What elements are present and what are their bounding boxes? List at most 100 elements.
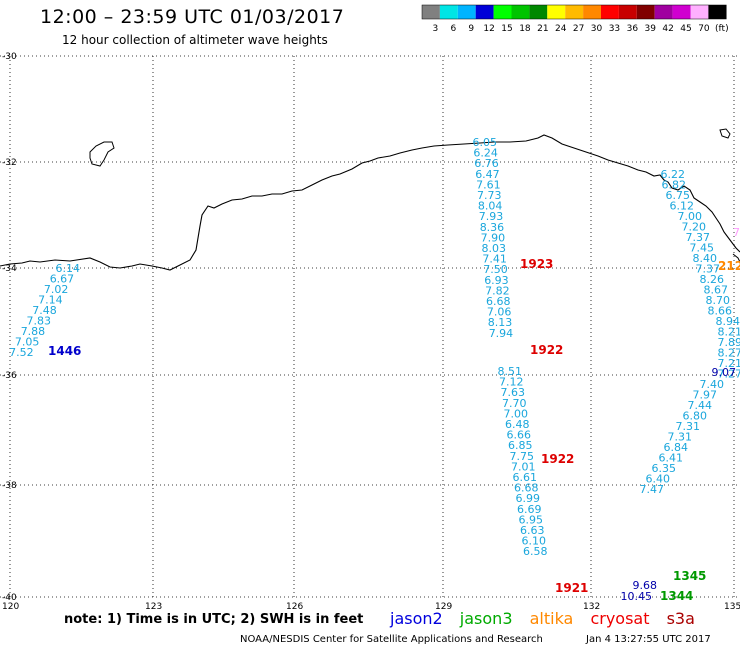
- colorbar-label: 33: [609, 24, 620, 34]
- colorbar-swatch: [690, 5, 709, 19]
- wave-height-value: 6.82: [662, 179, 687, 192]
- wave-height-value: 7.05: [15, 336, 40, 349]
- wave-height-value: 8.03: [482, 242, 507, 255]
- wave-height-value: 6.76: [474, 157, 499, 170]
- wave-height-value: 7.88: [21, 325, 46, 338]
- track-time-label: 212: [718, 259, 740, 273]
- colorbar-swatch: [422, 5, 440, 19]
- colorbar-label: 24: [555, 24, 567, 34]
- lon-tick-label: 120: [2, 602, 19, 610]
- wave-height-value: 7.37: [696, 263, 721, 276]
- colorbar-label: 36: [627, 24, 639, 34]
- wave-height-value: 6.12: [670, 200, 695, 213]
- wave-height-value: 7.02: [44, 283, 69, 296]
- map-title: 12:00 – 23:59 UTC 01/03/2017: [40, 6, 345, 28]
- wave-height-value: 7.61: [476, 178, 501, 191]
- wave-height-value: 7.00: [678, 210, 703, 223]
- lon-tick-label: 126: [286, 602, 303, 610]
- track-time-label: 1922: [530, 343, 563, 357]
- wave-height-value: 7.20: [682, 221, 707, 234]
- wave-height-value: 6.99: [516, 492, 541, 505]
- wave-height-value: 10.45: [621, 590, 653, 603]
- wave-height-value: 7.31: [668, 431, 693, 444]
- wave-height-value: 6.05: [473, 136, 498, 149]
- colorbar-label: 70: [698, 24, 710, 34]
- wave-height-value: 6.48: [505, 418, 530, 431]
- wave-height-value: 7.40: [700, 378, 725, 391]
- colorbar-label: 45: [680, 24, 691, 34]
- wave-height-value: 8.70: [706, 294, 731, 307]
- wave-height-value: 7.01: [511, 460, 536, 473]
- wave-height-value: 7.94: [489, 327, 514, 340]
- wave-height-value: 8.36: [480, 221, 505, 234]
- wave-height-value: 6.24: [473, 147, 498, 160]
- island-kangaroo: [89, 141, 115, 167]
- lat-tick-label: -40: [2, 593, 17, 603]
- wave-height-value: 7.27: [718, 368, 740, 381]
- wave-height-value: 8.66: [708, 305, 733, 318]
- colorbar-label: 30: [591, 24, 603, 34]
- coastline: [0, 134, 740, 271]
- legend-altika: altika: [529, 609, 574, 628]
- wave-height-value: 6.93: [484, 274, 509, 287]
- wave-height-value: 7.83: [27, 315, 52, 328]
- wave-height-value: 7: [733, 226, 740, 239]
- colorbar-swatch: [439, 5, 458, 19]
- wave-height-value: 7.21: [718, 357, 740, 370]
- colorbar-swatch: [601, 5, 619, 19]
- colorbar-swatch: [511, 5, 530, 19]
- colorbar-label: 42: [662, 24, 673, 34]
- wave-height-value: 7.89: [718, 336, 740, 349]
- colorbar-swatch: [654, 5, 673, 19]
- wave-height-value: 7.06: [487, 306, 512, 319]
- colorbar-swatch: [529, 5, 548, 19]
- colorbar-swatch: [493, 5, 512, 19]
- wave-height-value: 7.63: [501, 386, 526, 399]
- wave-height-value: 8.27: [718, 347, 740, 360]
- wave-height-value: 7.00: [504, 407, 529, 420]
- wave-height-value: 8.13: [488, 316, 513, 329]
- colorbar-swatch: [672, 5, 691, 19]
- credit-line: NOAA/NESDIS Center for Satellite Applica…: [240, 634, 543, 645]
- wave-height-colorbar: 3 6 9 12 15 18 21 24 27 30 33 36 39 42 45 70 (ft): [421, 4, 729, 34]
- colorbar-swatch: [457, 5, 476, 19]
- track-time-label: 1923: [520, 257, 553, 271]
- lat-tick-label: -34: [2, 264, 17, 274]
- wave-height-value: 7.45: [690, 242, 715, 255]
- wave-height-value: 6.69: [517, 503, 542, 516]
- colorbar-label: 9: [468, 24, 474, 34]
- wave-height-value: 6.63: [520, 524, 545, 537]
- wave-height-value: 6.14: [56, 262, 81, 275]
- wave-height-value: 6.67: [50, 273, 75, 286]
- lon-tick-label: 135: [724, 602, 740, 610]
- map-subtitle: 12 hour collection of altimeter wave hei…: [62, 33, 328, 47]
- colorbar-frame: [421, 4, 727, 20]
- wave-height-value: 6.10: [522, 535, 547, 548]
- colorbar-label: 12: [483, 24, 494, 34]
- legend-s3a: s3a: [666, 609, 695, 628]
- colorbar-label: 27: [573, 24, 584, 34]
- colorbar-label: (ft): [715, 24, 729, 34]
- track-time-label: 1446: [48, 344, 81, 358]
- wave-height-value: 8.67: [704, 284, 729, 297]
- lat-lon-grid: [0, 55, 740, 598]
- wave-height-value: 7.90: [481, 231, 506, 244]
- wave-height-value: 6.35: [652, 462, 677, 475]
- wave-height-value: 7.50: [483, 263, 508, 276]
- legend-jason2: jason2: [390, 609, 443, 628]
- wave-height-value: 8.94: [716, 315, 740, 328]
- wave-height-value: 6.68: [486, 295, 511, 308]
- colorbar-label: 18: [519, 24, 531, 34]
- lat-tick-label: -38: [2, 481, 17, 491]
- wave-height-value: 7.82: [485, 284, 510, 297]
- wave-height-value: 6.85: [508, 439, 533, 452]
- lon-tick-label: 123: [145, 602, 162, 610]
- track-time-label: 1922: [541, 452, 574, 466]
- wave-height-value: 6.61: [513, 471, 538, 484]
- legend-cryosat: cryosat: [590, 609, 650, 628]
- wave-height-value: 7.48: [32, 304, 57, 317]
- colorbar-swatch: [475, 5, 494, 19]
- wave-height-value: 6.41: [659, 452, 684, 465]
- wave-height-value: 6.84: [664, 441, 689, 454]
